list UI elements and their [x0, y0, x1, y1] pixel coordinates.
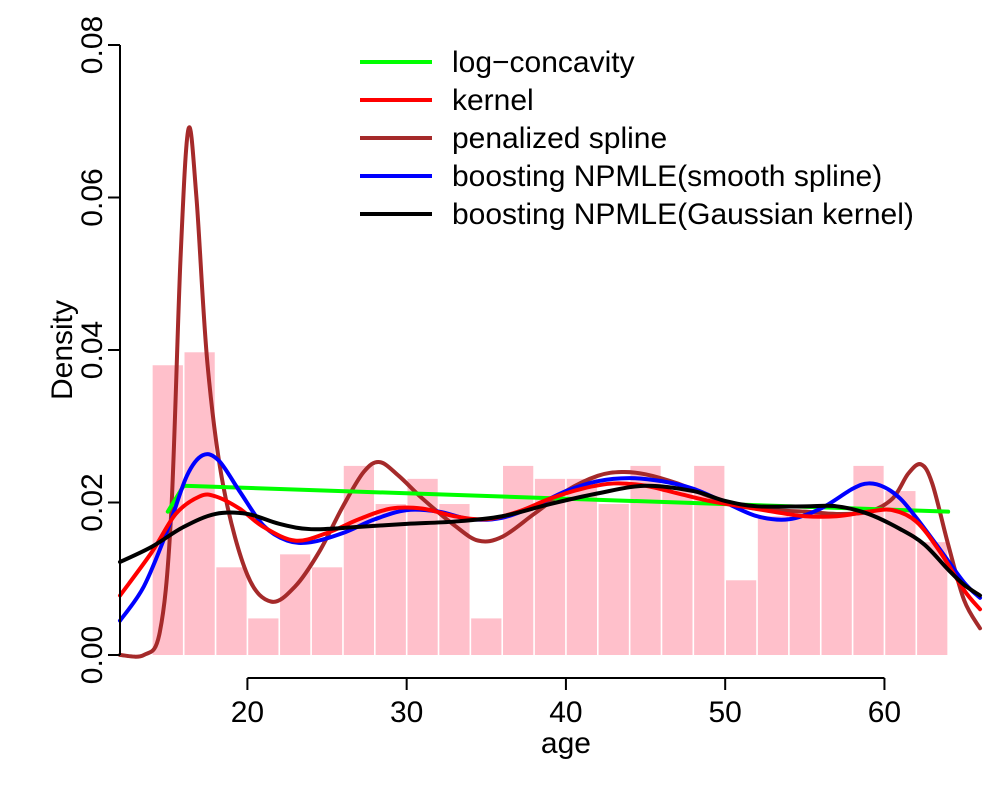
- histogram-bar: [375, 504, 406, 655]
- histogram-bar: [789, 516, 820, 655]
- histogram-bar: [439, 504, 470, 655]
- histogram-bar: [566, 478, 597, 655]
- histogram-bar: [821, 516, 852, 655]
- histogram-bar: [598, 504, 629, 655]
- legend-label: boosting NPMLE(Gaussian kernel): [452, 198, 914, 231]
- legend-label: log−concavity: [452, 46, 635, 79]
- y-axis-title: Density: [46, 300, 79, 400]
- series-line-1: [118, 481, 982, 612]
- x-tick-label: 30: [390, 696, 423, 729]
- y-tick-label: 0.00: [76, 626, 109, 684]
- y-tick-label: 0.04: [76, 321, 109, 379]
- histogram-bar: [853, 465, 884, 655]
- legend-label: kernel: [452, 84, 534, 117]
- y-tick-label: 0.08: [76, 16, 109, 74]
- density-curves: [118, 125, 982, 659]
- histogram-bar: [407, 478, 438, 655]
- histogram-bar: [471, 618, 502, 655]
- x-tick-label: 60: [868, 696, 901, 729]
- y-axis: 0.00 0.02 0.04 0.06 0.08: [76, 16, 121, 684]
- x-tick-label: 50: [708, 696, 741, 729]
- x-axis: 20 30 40 50 60: [231, 677, 901, 729]
- legend: log−concavity kernel penalized spline boost…: [360, 46, 914, 231]
- histogram-bar: [216, 567, 247, 655]
- legend-label: penalized spline: [452, 122, 667, 155]
- histogram-bar: [630, 465, 661, 655]
- series-line-4: [118, 483, 982, 598]
- histogram-bar: [248, 618, 279, 655]
- y-tick-label: 0.02: [76, 473, 109, 531]
- x-axis-title: age: [541, 727, 591, 760]
- histogram-bar: [311, 567, 343, 655]
- x-tick-label: 20: [231, 696, 264, 729]
- histogram-bar: [757, 516, 789, 655]
- legend-label: boosting NPMLE(smooth spline): [452, 160, 882, 193]
- histogram-bar: [503, 465, 534, 655]
- histogram-bar: [725, 580, 757, 655]
- y-tick-label: 0.06: [76, 168, 109, 226]
- x-tick-label: 40: [549, 696, 582, 729]
- histogram-bar: [662, 491, 693, 655]
